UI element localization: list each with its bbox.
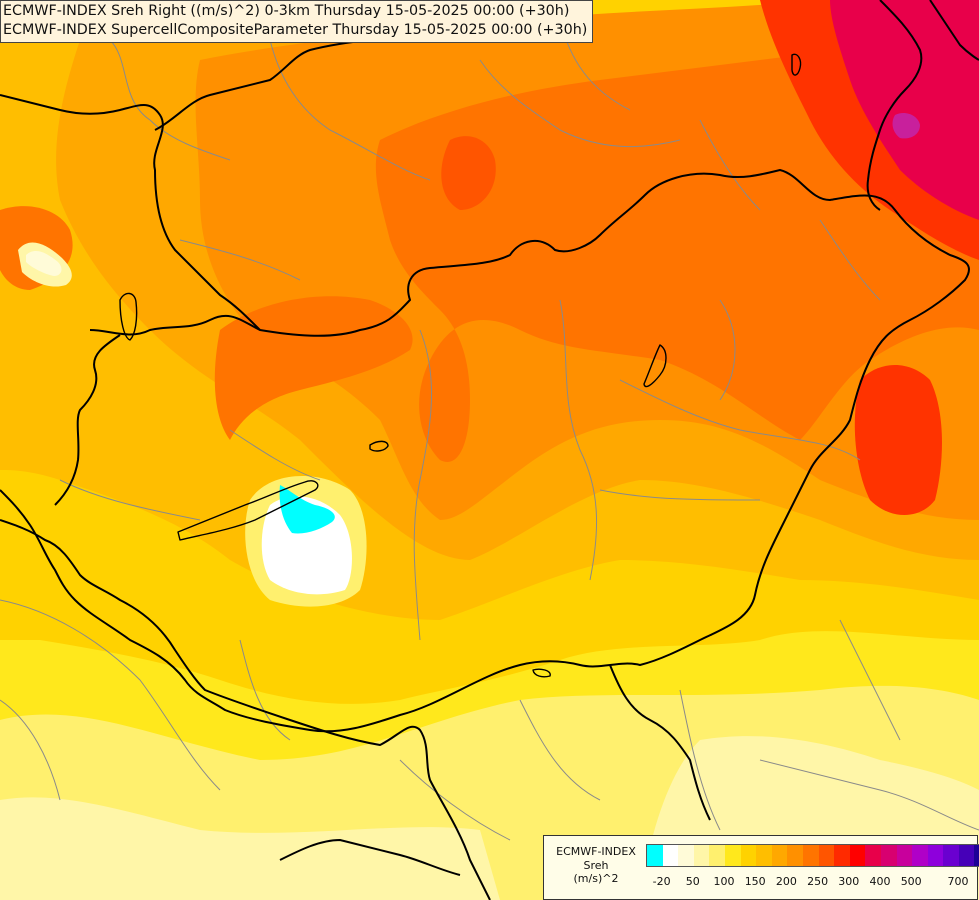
legend-ticks: -20 50 100 150 200 250 300 400 500 700	[646, 875, 974, 889]
border-east	[929, 0, 979, 61]
legend-tick-label: 100	[713, 875, 735, 888]
legend-tick-label: 250	[807, 875, 829, 888]
legend-swatch	[880, 845, 897, 866]
legend-swatch	[896, 845, 913, 866]
map-title-line-2: ECMWF-INDEX SupercellCompositeParameter …	[3, 22, 588, 38]
legend-swatch	[958, 845, 975, 866]
border-serbia-romania	[609, 664, 711, 821]
regional-boundaries	[0, 19, 979, 841]
legend-title-line-1: ECMWF-INDEX	[556, 845, 636, 858]
legend-swatch	[927, 845, 944, 866]
legend-swatch	[912, 845, 928, 866]
field-magenta	[892, 113, 920, 139]
legend-swatch	[849, 845, 866, 866]
legend-title: ECMWF-INDEX Sreh (m/s)^2	[548, 845, 644, 886]
legend-tick-label: 700	[947, 875, 969, 888]
border-croatia	[0, 519, 491, 900]
legend-tick-label: 200	[775, 875, 797, 888]
legend-tick-label: 300	[838, 875, 860, 888]
map-title-box: ECMWF-INDEX Sreh Right ((m/s)^2) 0-3km T…	[0, 0, 594, 43]
legend-swatch	[943, 845, 959, 866]
legend-swatch	[709, 845, 725, 866]
field-red-east	[854, 365, 942, 515]
field-crimson	[830, 0, 979, 220]
border-hungary	[0, 169, 970, 733]
legend-swatches	[646, 844, 979, 867]
legend-swatch	[771, 845, 788, 866]
lake-south	[532, 668, 551, 678]
legend-swatch	[693, 845, 710, 866]
map-title-line-1: ECMWF-INDEX Sreh Right ((m/s)^2) 0-3km T…	[3, 3, 570, 19]
legend-swatch	[802, 845, 819, 866]
legend-swatch	[740, 845, 757, 866]
field-redorange-west	[214, 296, 413, 440]
field-white-west	[26, 251, 62, 276]
border-west-austria	[54, 334, 121, 506]
field-paler-southwest	[0, 797, 500, 900]
legend-swatch	[756, 845, 772, 866]
legend-tick-label: -20	[652, 875, 671, 888]
border-north-west	[0, 94, 261, 331]
lake-east	[643, 344, 667, 388]
legend-swatch	[818, 845, 835, 866]
legend-tick-label: 500	[900, 875, 922, 888]
legend-tick-label: 50	[685, 875, 700, 888]
lake-north	[791, 53, 802, 76]
legend-swatch	[647, 845, 663, 866]
border-south	[279, 839, 461, 876]
legend-title-line-3: (m/s)^2	[573, 872, 619, 885]
legend-tick-label: 400	[869, 875, 891, 888]
lake-balaton	[177, 480, 319, 541]
legend-swatch	[865, 845, 881, 866]
color-legend: ECMWF-INDEX Sreh (m/s)^2 -20 50 100 150 200 2…	[543, 835, 979, 900]
legend-tick-label: 150	[744, 875, 766, 888]
legend-swatch	[834, 845, 850, 866]
border-northeast	[866, 0, 923, 211]
legend-title-line-2: Sreh	[583, 858, 609, 872]
legend-swatch	[678, 845, 694, 866]
legend-swatch	[662, 845, 679, 866]
field-redorange	[375, 50, 979, 462]
legend-swatch	[974, 845, 979, 866]
lake-center	[369, 440, 389, 452]
legend-swatch	[787, 845, 803, 866]
field-cyan-blob	[279, 485, 335, 534]
lake-west	[119, 292, 138, 341]
legend-swatch	[724, 845, 741, 866]
field-red-center	[441, 136, 496, 210]
